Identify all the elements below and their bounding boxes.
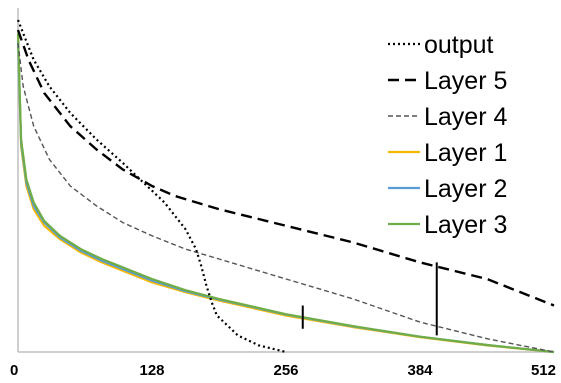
legend-label: Layer 1	[424, 139, 507, 167]
legend-item-layer-4: Layer 4	[388, 103, 507, 131]
x-tick-labels: 0 128 256 384 512	[10, 362, 556, 379]
legend-item-layer-2: Layer 2	[388, 175, 507, 203]
legend-item-layer-1: Layer 1	[388, 139, 507, 167]
x-tick-label: 0	[10, 362, 18, 379]
series-line-output	[16, 19, 287, 354]
x-tick-label: 384	[407, 362, 433, 379]
legend: output Layer 5 Layer 4 Layer 1 Layer 2 Layer …	[388, 31, 507, 239]
legend-label: Layer 2	[424, 175, 507, 203]
series-line-layer-3	[16, 33, 555, 354]
x-tick-label: 256	[273, 362, 298, 379]
series-layer	[16, 19, 555, 354]
legend-label: Layer 5	[424, 67, 507, 95]
legend-item-layer-5: Layer 5	[388, 67, 507, 95]
legend-item-layer-3: Layer 3	[388, 211, 507, 239]
markers-layer	[301, 262, 438, 336]
x-tick-label: 128	[139, 362, 164, 379]
series-line-layer-4	[17, 43, 555, 353]
legend-item-output: output	[388, 31, 494, 59]
x-tick-label: 512	[531, 362, 556, 379]
legend-label: Layer 4	[424, 103, 507, 131]
legend-label: Layer 3	[424, 211, 507, 239]
legend-label: output	[424, 31, 494, 59]
series-line-layer-5	[16, 29, 555, 307]
